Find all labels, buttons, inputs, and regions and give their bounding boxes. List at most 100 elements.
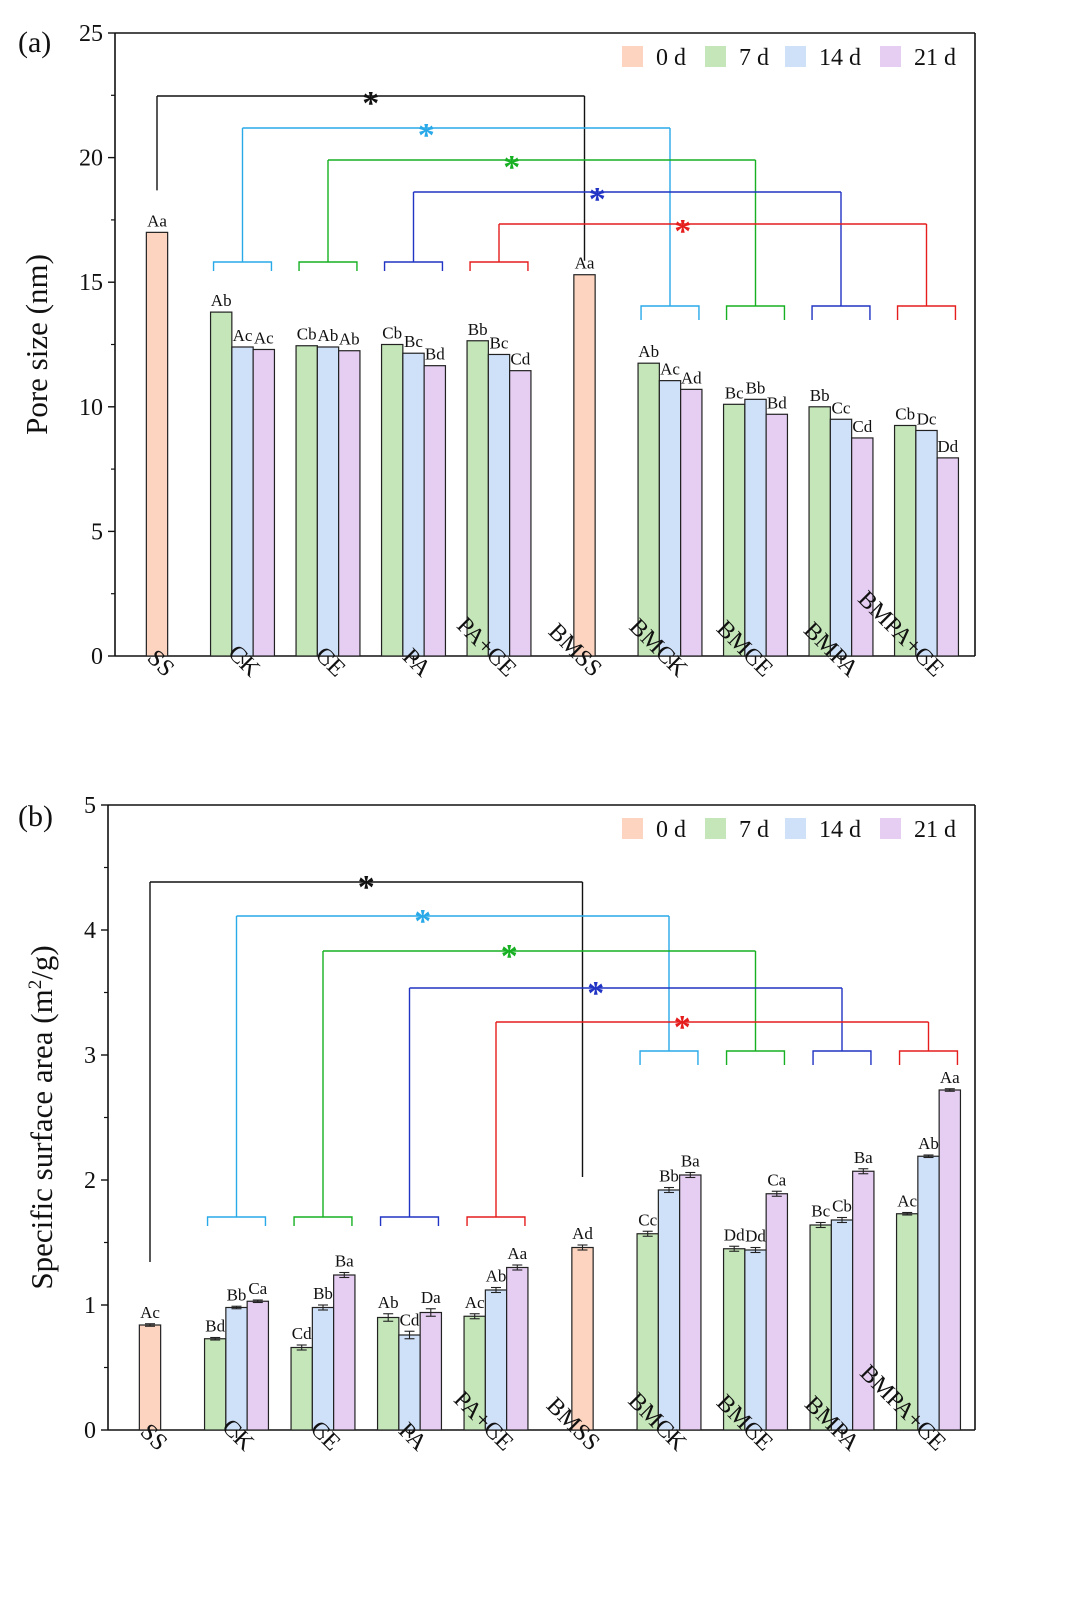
legend-label: 7 d <box>739 817 769 843</box>
significance-star: * <box>674 213 691 250</box>
significance-star: * <box>503 149 520 186</box>
bar-label: Bd <box>205 1317 225 1336</box>
bar <box>311 1306 335 1431</box>
bar-label: Dd <box>937 437 958 456</box>
bar-label: Aa <box>507 1244 527 1263</box>
legend-label: 0 d <box>656 45 686 71</box>
bar <box>573 274 596 657</box>
bar-label: Cd <box>852 417 872 436</box>
bar <box>252 348 276 657</box>
y-tick-label: 10 <box>79 395 103 421</box>
bar-label: Aa <box>940 1068 960 1087</box>
group-bracket <box>212 261 273 271</box>
legend-label: 21 d <box>914 45 956 71</box>
bar <box>658 380 682 657</box>
bar-label: Cb <box>297 325 317 344</box>
bar-label: Bd <box>767 393 787 412</box>
bar-label: Da <box>421 1288 441 1307</box>
legend-label: 21 d <box>914 817 956 843</box>
bar-label: Bb <box>659 1167 679 1186</box>
bar <box>138 1324 162 1431</box>
bar <box>851 437 874 657</box>
bar-label: Ac <box>233 326 253 345</box>
bar-label: Ca <box>248 1279 267 1298</box>
bar <box>466 340 489 657</box>
legend-swatch <box>705 46 726 67</box>
bar <box>938 1089 962 1431</box>
bar-label: Ab <box>918 1134 939 1153</box>
bar <box>246 1300 270 1431</box>
bar-label: Cd <box>292 1324 312 1343</box>
bar <box>338 350 361 657</box>
bar <box>487 353 511 657</box>
legend-swatch <box>705 818 726 839</box>
bar <box>295 345 318 657</box>
bar-label: Bc <box>811 1202 830 1221</box>
legend-swatch <box>785 818 806 839</box>
y-axis-title: Pore size (nm) <box>19 254 54 435</box>
bar <box>333 1274 356 1431</box>
bar <box>679 1174 702 1431</box>
bar <box>765 413 789 657</box>
bar-label: Cc <box>832 398 851 417</box>
bar-label: Cd <box>400 1310 420 1329</box>
significance-star: * <box>358 869 375 906</box>
legend-swatch <box>880 46 901 67</box>
y-tick-label: 2 <box>84 1168 96 1194</box>
bar-label: Cc <box>638 1210 657 1229</box>
bar <box>380 343 404 657</box>
significance-star: * <box>414 903 431 940</box>
significance-star: * <box>589 181 606 218</box>
bar-label: Bb <box>810 386 830 405</box>
bar-label: Bd <box>425 345 445 364</box>
group-bracket <box>206 1216 267 1226</box>
group-bracket <box>898 1050 959 1065</box>
y-tick-label: 4 <box>84 918 96 944</box>
bar-label: Bc <box>725 383 744 402</box>
bar-label: Bb <box>468 320 488 339</box>
group-bracket <box>466 1216 526 1226</box>
group-bracket <box>896 305 957 320</box>
bar <box>402 352 425 657</box>
bar <box>915 429 938 657</box>
bar <box>509 370 532 657</box>
bar-label: Ac <box>465 1293 485 1312</box>
group-bracket <box>812 1050 872 1065</box>
panel-label: (a) <box>18 26 51 59</box>
bar <box>290 1346 313 1431</box>
bar-label: Ca <box>767 1170 786 1189</box>
bar-label: Ab <box>378 1293 399 1312</box>
bar <box>657 1189 681 1431</box>
bar <box>765 1193 789 1431</box>
bar-label: Ad <box>572 1224 593 1243</box>
bar <box>376 1316 400 1431</box>
bar-label: Ab <box>486 1267 507 1286</box>
significance-star: * <box>587 975 604 1012</box>
y-tick-label: 3 <box>84 1043 96 1069</box>
bar-label: Bc <box>490 333 509 352</box>
y-tick-label: 15 <box>79 270 103 296</box>
group-bracket <box>298 261 358 271</box>
group-bracket <box>639 1050 699 1065</box>
bar-label: Ba <box>335 1252 354 1271</box>
bar-label: Cb <box>895 404 915 423</box>
bar <box>571 1246 594 1431</box>
legend-swatch <box>622 818 643 839</box>
significance-star: * <box>501 938 518 975</box>
legend-label: 14 d <box>819 817 861 843</box>
panel-label: (b) <box>18 800 53 833</box>
group-bracket <box>725 305 786 320</box>
y-tick-label: 1 <box>84 1293 96 1319</box>
bar-label: Ac <box>897 1192 917 1211</box>
bar-label: Cb <box>382 324 402 343</box>
bar <box>917 1155 940 1431</box>
bar <box>419 1311 443 1431</box>
y-tick-label: 5 <box>84 793 96 819</box>
group-bracket <box>383 261 444 271</box>
y-axis-title-sup: 2 <box>25 980 46 990</box>
legend: 0 d 7 d 14 d 21 d <box>622 45 956 71</box>
bar <box>225 1306 248 1431</box>
bar-label: Bc <box>404 332 423 351</box>
